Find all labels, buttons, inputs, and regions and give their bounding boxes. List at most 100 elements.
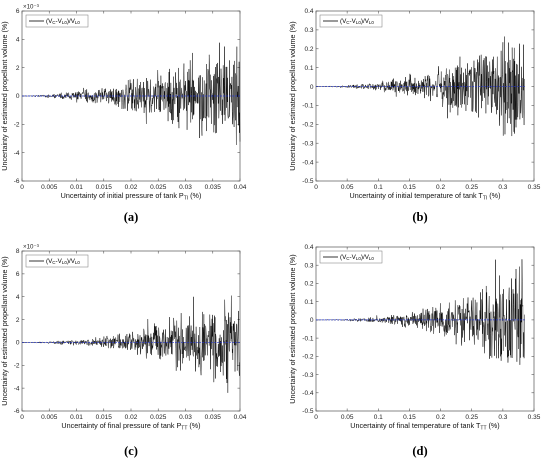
data-series-line: [315, 36, 525, 137]
y-tick-label: 0.2: [304, 281, 313, 288]
x-tick-label: 0.03: [179, 184, 192, 191]
y-tick-label: -4: [14, 385, 20, 392]
plot-area: [21, 250, 241, 412]
x-tick-label: 0: [314, 184, 318, 191]
legend-box: [319, 14, 383, 28]
x-tick-label: 0.3: [498, 184, 507, 191]
y-tick-label: 8: [16, 248, 20, 255]
y-tick-label: -0.2: [302, 354, 314, 361]
y-tick-label: 0.4: [304, 8, 313, 15]
x-axis-label: Uncertainty of initial temperature of ta…: [350, 191, 501, 202]
x-tick-label: 0.015: [96, 414, 113, 421]
legend-entry: (VC-VL0)/VL0: [46, 258, 80, 265]
y-tick-label: -0.1: [302, 103, 314, 110]
x-tick-label: 0: [20, 414, 24, 421]
x-tick-label: 0.025: [150, 414, 167, 421]
x-tick-label: 0.005: [41, 184, 58, 191]
x-axis-label: Uncertainty of final temperature of tank…: [350, 421, 499, 432]
legend: (VC-VL0)/VL0: [25, 14, 89, 28]
x-tick-label: 0.2: [436, 414, 445, 421]
y-axis-label: Uncertainty of estimated propellant volu…: [0, 256, 9, 405]
legend: (VC-VL0)/VL0: [25, 254, 89, 268]
legend: (VC-VL0)/VL0: [319, 14, 383, 28]
y-tick-label: 0: [16, 340, 20, 347]
legend-box: [25, 254, 89, 268]
y-tick-label: -0.4: [302, 390, 314, 397]
y-tick-label: 4: [16, 37, 20, 44]
y-tick-label: 0.1: [304, 65, 313, 72]
x-tick-label: 0.25: [465, 414, 478, 421]
y-tick-label: 0: [16, 93, 20, 100]
panel-label: (a): [124, 210, 139, 224]
y-tick-label: -2: [14, 362, 20, 369]
x-tick-label: 0.05: [341, 414, 354, 421]
panel-label: (b): [412, 210, 427, 224]
y-exponent: ×10⁻³: [23, 4, 39, 11]
y-tick-label: -6: [14, 178, 20, 185]
panel-label: (c): [124, 444, 138, 458]
y-tick-label: -2: [14, 122, 20, 129]
x-tick-label: 0.15: [403, 184, 416, 191]
x-tick-label: 0.02: [125, 414, 138, 421]
chart-panel-4: 0 0.05 0.1 0.15 0.2 0.25 0.3 0.35 -0.5 -0.4 -0.3 -0…: [288, 244, 541, 458]
x-axis-label: Uncertainty of initial pressure of tank …: [61, 191, 202, 202]
y-tick-label: 6: [16, 271, 20, 278]
x-tick-label: 0.035: [205, 184, 222, 191]
legend-entry: (VC-VL0)/VL0: [46, 18, 80, 25]
y-tick-label: 0: [310, 317, 314, 324]
legend-entry: (VC-VL0)/VL0: [340, 254, 374, 261]
x-tick-label: 0.04: [234, 184, 247, 191]
x-tick-label: 0.025: [150, 184, 167, 191]
x-tick-label: 0.015: [96, 184, 113, 191]
x-tick-label: 0.035: [205, 414, 222, 421]
y-exponent: ×10⁻³: [23, 244, 39, 251]
y-tick-label: -0.5: [302, 178, 314, 185]
legend: (VC-VL0)/VL0: [319, 250, 383, 264]
y-tick-label: -0.2: [302, 122, 314, 129]
x-tick-label: 0.02: [125, 184, 138, 191]
x-axis-label: Uncertainty of final pressure of tank PT…: [61, 421, 200, 432]
y-tick-label: -0.3: [302, 372, 314, 379]
x-tick-label: 0.01: [70, 414, 83, 421]
y-tick-label: 6: [16, 8, 20, 15]
y-axis-label: Uncertainty of estimated propellant volu…: [0, 21, 9, 170]
data-series-line: [22, 295, 241, 393]
legend-box: [25, 14, 89, 28]
legend-entry: (VC-VL0)/VL0: [340, 18, 374, 25]
y-tick-label: 0.4: [304, 244, 313, 251]
x-tick-label: 0.35: [528, 184, 541, 191]
x-tick-label: 0.05: [341, 184, 354, 191]
x-tick-label: 0.01: [70, 184, 83, 191]
x-tick-label: 0.35: [528, 414, 541, 421]
x-tick-label: 0.03: [179, 414, 192, 421]
y-tick-label: -0.4: [302, 159, 314, 166]
y-tick-label: -6: [14, 408, 20, 415]
y-tick-label: -0.5: [302, 408, 314, 415]
y-tick-label: 2: [16, 317, 20, 324]
y-tick-label: 4: [16, 294, 20, 301]
x-tick-label: 0.1: [374, 184, 383, 191]
x-tick-label: 0.3: [498, 414, 507, 421]
y-tick-label: 0.3: [304, 27, 313, 34]
y-tick-label: 0: [310, 84, 314, 91]
y-tick-label: -0.3: [302, 140, 314, 147]
x-tick-label: 0: [314, 414, 318, 421]
x-tick-label: 0.25: [465, 184, 478, 191]
chart-panel-2: 0 0.05 0.1 0.15 0.2 0.25 0.3 0.35 -0.5 -0.4 -0.3 -0…: [288, 8, 541, 224]
y-tick-label: 2: [16, 65, 20, 72]
y-axis-label: Uncertainty of estimated propellant volu…: [288, 21, 297, 170]
plot-area: [315, 246, 535, 412]
x-tick-label: 0.04: [234, 414, 247, 421]
x-tick-label: 0.005: [41, 414, 58, 421]
panel-label: (d): [412, 444, 427, 458]
y-tick-label: -4: [14, 150, 20, 157]
x-tick-label: 0.15: [403, 414, 416, 421]
x-tick-label: 0.1: [374, 414, 383, 421]
y-tick-label: 0.3: [304, 262, 313, 269]
y-tick-label: 0.1: [304, 299, 313, 306]
chart-panel-1: 0 0.005 0.01 0.015 0.02 0.025 0.03 0.035 0.04 -6 -…: [0, 4, 247, 225]
y-tick-label: -0.1: [302, 335, 314, 342]
chart-panel-3: 0 0.005 0.01 0.015 0.02 0.025 0.03 0.035 0.04 -6 -…: [0, 244, 247, 459]
x-tick-label: 0.2: [436, 184, 445, 191]
